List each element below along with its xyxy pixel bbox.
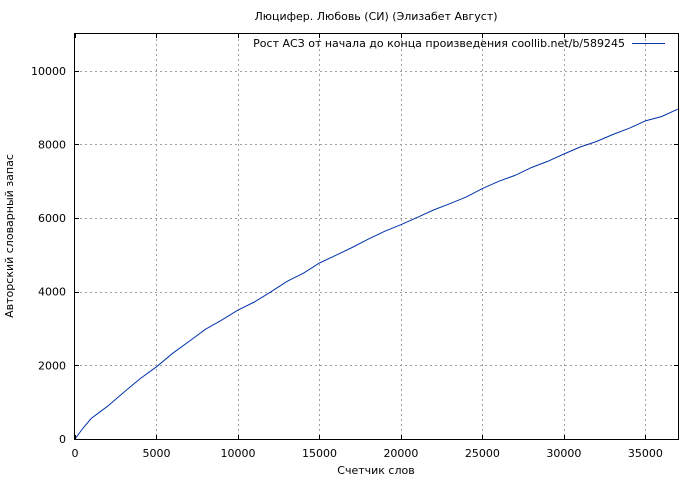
x-tick-label: 15000 [302,447,337,460]
x-tick-label: 5000 [142,447,170,460]
y-tick-label: 6000 [38,212,66,225]
x-tick-label: 30000 [546,447,581,460]
y-tick-label: 4000 [38,286,66,299]
ticks: 0 5000 10000 15000 20000 25000 30000 35000 0 2000… [31,34,678,460]
x-tick-label: 20000 [383,447,418,460]
plot-frame [74,33,679,440]
x-tick-label: 25000 [465,447,500,460]
x-tick-label: 0 [72,447,79,460]
y-axis-label: Авторский словарный запас [3,154,16,318]
x-tick-label: 35000 [628,447,663,460]
y-tick-label: 8000 [38,138,66,151]
y-tick-label: 2000 [38,359,66,372]
grid [75,34,678,439]
x-tick-label: 10000 [220,447,255,460]
series-layer [74,108,679,440]
legend-label: Рост АСЗ от начала до конца произведения… [253,37,625,50]
chart-title: Люцифер. Любовь (СИ) (Элизабет Август) [254,10,497,23]
legend: Рост АСЗ от начала до конца произведения… [253,37,665,50]
x-axis-label: Счетчик слов [337,464,414,477]
y-tick-label: 10000 [31,65,66,78]
series-line [74,108,679,440]
y-tick-label: 0 [59,433,66,446]
